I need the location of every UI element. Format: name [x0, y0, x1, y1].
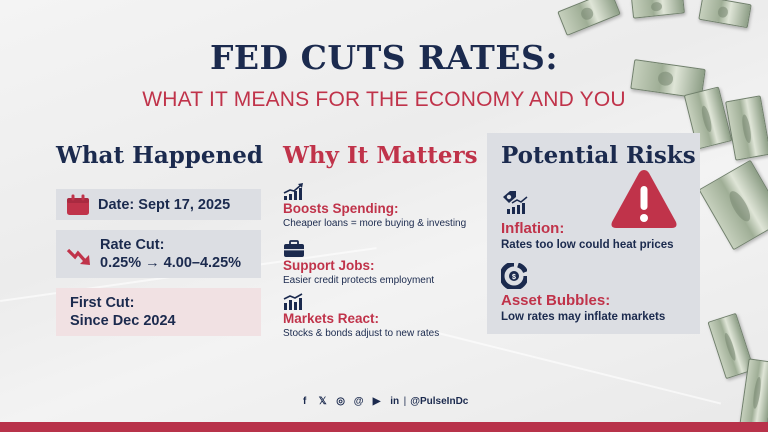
first-cut-label: First Cut: [70, 295, 135, 311]
why-it-matters-heading: Why It Matters [283, 142, 478, 169]
bar-chart-icon [283, 293, 478, 311]
bottom-accent-bar [0, 422, 768, 432]
date-text: Date: Sept 17, 2025 [98, 196, 231, 213]
rate-cut-label: Rate Cut: [100, 237, 165, 253]
page-title: FED CUTS RATES: [209, 38, 559, 77]
support-jobs-item: Support Jobs: Easier credit protects emp… [283, 240, 478, 287]
markets-react-title: Markets React: [283, 311, 380, 326]
calendar-icon [66, 194, 90, 216]
asset-bubbles-item: $ Asset Bubbles: Low rates may inflate m… [499, 261, 666, 324]
markets-react-item: Markets React: Stocks & bonds adjust to … [283, 293, 478, 340]
inflation-title: Inflation: [501, 220, 565, 237]
page-subtitle: WHAT IT MEANS FOR THE ECONOMY AND YOU [142, 88, 626, 111]
briefcase-icon [283, 240, 478, 258]
warning-triangle-icon [609, 167, 679, 236]
support-jobs-title: Support Jobs: [283, 258, 375, 273]
paper-crease [429, 330, 722, 405]
date-box: Date: Sept 17, 2025 [56, 189, 261, 220]
boosts-spending-title: Boosts Spending: [283, 201, 399, 216]
asset-bubbles-title: Asset Bubbles: [501, 292, 611, 309]
asset-bubbles-desc: Low rates may inflate markets [501, 311, 666, 323]
linkedin-icon[interactable]: in [390, 396, 400, 407]
inflation-item: Inflation: Rates too low could heat pric… [501, 189, 674, 252]
potential-risks-panel: Potential Risks Inflation: Rates too low… [487, 133, 700, 334]
first-cut-box: First Cut: Since Dec 2024 [56, 288, 261, 336]
trend-down-arrow-icon [66, 245, 92, 267]
potential-risks-heading: Potential Risks [501, 142, 696, 169]
growth-chart-icon [283, 183, 478, 201]
facebook-icon[interactable]: f [302, 396, 307, 407]
svg-text:$: $ [512, 274, 516, 281]
threads-icon[interactable]: @ [353, 396, 364, 407]
youtube-icon[interactable]: ▶ [372, 396, 381, 407]
instagram-icon[interactable]: ◎ [336, 396, 345, 407]
boosts-spending-desc: Cheaper loans = more buying & investing [283, 218, 467, 229]
x-icon[interactable]: 𝕏 [318, 396, 327, 407]
support-jobs-desc: Easier credit protects employment [283, 275, 435, 286]
rate-cut-value: 0.25% → 4.00–4.25% [100, 255, 242, 271]
what-happened-heading: What Happened [56, 142, 263, 169]
markets-react-desc: Stocks & bonds adjust to new rates [283, 328, 440, 339]
rate-cut-box: Rate Cut: 0.25% → 4.00–4.25% [56, 230, 261, 278]
footer-separator: | [403, 396, 407, 407]
social-footer: f 𝕏 ◎ @ ▶ in | @PulseInDc [0, 396, 768, 407]
price-tag-chart-icon [501, 189, 674, 215]
social-handle[interactable]: @PulseInDc [410, 396, 469, 407]
inflation-desc: Rates too low could heat prices [501, 239, 674, 251]
first-cut-value: Since Dec 2024 [70, 313, 176, 329]
boosts-spending-item: Boosts Spending: Cheaper loans = more bu… [283, 183, 478, 230]
coin-cycle-icon: $ [499, 261, 665, 291]
